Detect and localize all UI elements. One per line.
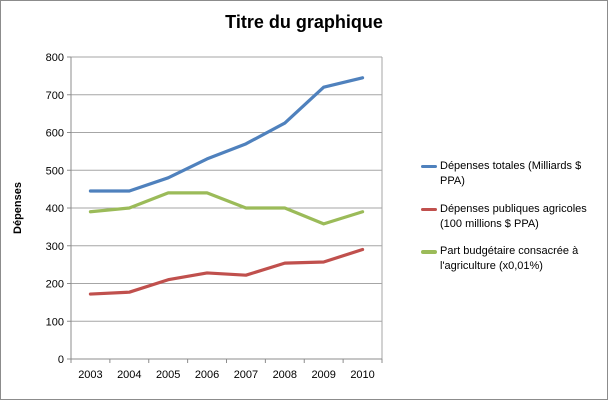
series-line-0	[88, 76, 365, 193]
x-axis-tick-label: 2007	[234, 369, 258, 381]
legend-line-marker-icon	[421, 165, 437, 169]
legend-label: Dépenses publiques agricoles (100 millio…	[440, 202, 587, 230]
y-axis-tick-label: 700	[46, 90, 64, 102]
y-axis-tick-label: 200	[46, 279, 64, 291]
legend: Dépenses totales (Milliards $ PPA) Dépens…	[421, 159, 607, 274]
chart-title: Titre du graphique	[225, 12, 383, 32]
legend-line-marker-icon	[421, 250, 437, 254]
legend-label: Part budgétaire consacrée à l'agricultur…	[440, 245, 579, 273]
y-axis-tick-label: 600	[46, 128, 64, 140]
y-axis-tick-label: 100	[46, 316, 64, 328]
y-axis-tick-label: 400	[46, 203, 64, 215]
legend-item: Dépenses totales (Milliards $ PPA)	[421, 159, 607, 189]
x-axis-tick-label: 2010	[350, 369, 374, 381]
x-axis-tick-label: 2004	[117, 369, 141, 381]
x-axis-tick-label: 2009	[311, 369, 335, 381]
y-axis-tick-label: 0	[58, 354, 64, 366]
y-axis-tick-label: 300	[46, 241, 64, 253]
legend-label: Dépenses totales (Milliards $ PPA)	[440, 160, 582, 187]
series-line-1	[88, 247, 365, 296]
legend-line-marker-icon	[421, 207, 437, 212]
y-axis-tick-label: 800	[46, 52, 64, 64]
x-axis-tick-label: 2005	[156, 369, 180, 381]
x-axis-tick-label: 2008	[273, 369, 297, 381]
series-line-2	[88, 191, 365, 226]
legend-item: Part budgétaire consacrée à l'agricultur…	[421, 244, 607, 274]
legend-item: Dépenses publiques agricoles (100 millio…	[421, 202, 607, 232]
x-axis-tick-label: 2003	[78, 369, 102, 381]
y-axis-tick-label: 500	[46, 165, 64, 177]
x-axis-tick-label: 2006	[195, 369, 219, 381]
